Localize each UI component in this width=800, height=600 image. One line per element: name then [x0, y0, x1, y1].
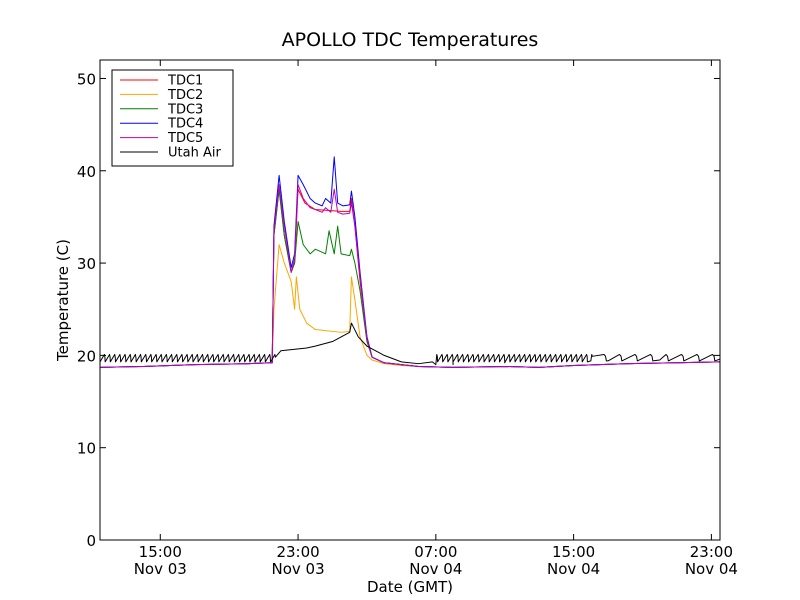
y-tick-label: 10	[77, 440, 96, 458]
x-tick-label-date: Nov 04	[409, 560, 462, 578]
series-line-tdc5	[100, 184, 720, 368]
legend-entry-label: TDC1	[167, 74, 203, 89]
plot-frame	[99, 59, 721, 541]
legend-entry-label: TDC2	[167, 88, 203, 103]
x-tick-label-date: Nov 04	[685, 560, 738, 578]
legend-entry-label: TDC3	[167, 102, 203, 117]
series-line-tdc2	[100, 244, 720, 368]
x-tick-label-date: Nov 03	[134, 560, 187, 578]
y-axis-label: Temperature (C)	[54, 239, 72, 362]
x-axis-label: Date (GMT)	[367, 578, 453, 596]
y-tick-label: 50	[77, 70, 96, 88]
y-tick-label: 40	[77, 163, 96, 181]
y-tick-label: 0	[86, 532, 96, 550]
chart-title: APOLLO TDC Temperatures	[282, 29, 539, 51]
legend-frame	[111, 69, 234, 167]
x-tick-label-time: 23:00	[276, 543, 319, 561]
x-tick-label-time: 23:00	[690, 543, 733, 561]
x-tick-label-date: Nov 03	[271, 560, 324, 578]
x-tick-label-time: 15:00	[552, 543, 595, 561]
y-tick-label: 20	[77, 347, 96, 365]
y-axis: 0 10 20 30 40 50	[77, 70, 720, 550]
series-line-tdc4	[100, 156, 720, 368]
y-tick-label: 30	[77, 255, 96, 273]
series-line-tdc3	[100, 188, 720, 368]
x-tick-label-time: 15:00	[139, 543, 182, 561]
legend-entry-label: TDC4	[167, 117, 203, 132]
legend-entry-label: Utah Air	[168, 146, 221, 161]
x-tick-label-date: Nov 04	[547, 560, 600, 578]
series-line-utah-air	[100, 322, 720, 366]
series-line-tdc1	[100, 188, 720, 368]
legend-entry-label: TDC5	[167, 131, 203, 146]
x-tick-label-time: 07:00	[414, 543, 457, 561]
